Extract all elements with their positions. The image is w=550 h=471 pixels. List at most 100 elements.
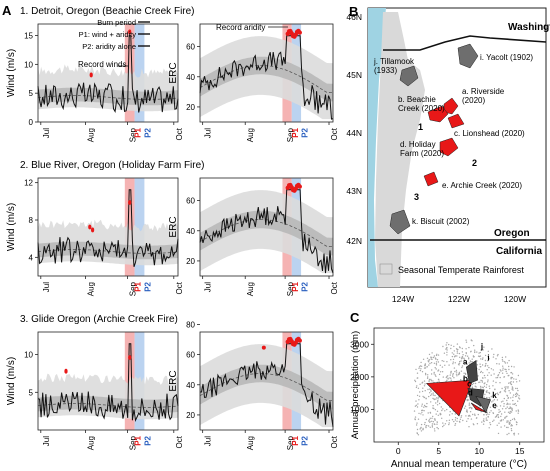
climate-point [458, 371, 461, 374]
climate-point [424, 367, 427, 369]
climate-point [435, 413, 437, 415]
climate-point [487, 379, 489, 381]
climate-point [495, 377, 497, 379]
climate-point [486, 374, 489, 376]
climate-point [427, 388, 429, 391]
state-washington: Washington [508, 22, 550, 33]
climate-point [474, 413, 476, 415]
climate-point [434, 423, 436, 426]
climate-point [506, 403, 508, 406]
archie-fire [423, 171, 439, 187]
climate-point [497, 375, 499, 377]
wind-axis-label: Wind (m/s) [6, 357, 17, 405]
climate-point [489, 387, 491, 390]
row-title: 2. Blue River, Oregon (Holiday Farm Fire… [20, 160, 205, 171]
climate-point [494, 388, 496, 390]
climate-point [501, 359, 504, 361]
climate-point [466, 411, 468, 413]
month-label: Aug [87, 436, 96, 450]
climate-point [479, 385, 482, 388]
y-tick-label: 0 [29, 118, 34, 127]
climate-point [499, 410, 501, 413]
climate-point [472, 413, 474, 416]
climate-point [492, 412, 494, 414]
climate-point [431, 393, 433, 395]
climate-point [475, 386, 477, 388]
climate-point [421, 390, 424, 393]
climate-point [462, 360, 465, 362]
climate-point [430, 362, 433, 364]
climate-point [514, 393, 517, 396]
climate-point [426, 402, 428, 405]
climate-point [443, 352, 446, 354]
climate-point [485, 386, 487, 388]
climate-point [441, 371, 444, 373]
climate-point [446, 379, 448, 381]
climate-point [420, 365, 423, 367]
climate-point [510, 411, 513, 413]
climate-point [458, 362, 461, 364]
climate-point [454, 423, 457, 425]
climate-point [503, 403, 505, 405]
climate-point [503, 390, 506, 392]
climate-point [517, 400, 519, 402]
wind-series-line [37, 189, 179, 267]
climate-point [430, 378, 432, 381]
y-tick-label: 40 [186, 227, 195, 236]
climate-point [476, 364, 479, 366]
climate-point [450, 371, 452, 373]
climate-point [437, 369, 440, 371]
climate-point [465, 415, 467, 417]
climate-point [506, 406, 508, 408]
climate-point [474, 414, 476, 417]
climate-point [484, 377, 486, 379]
climate-point [503, 397, 505, 400]
climate-point [492, 420, 494, 423]
climate-point [506, 372, 508, 375]
p2-label: P2 [300, 435, 309, 445]
climate-point [430, 356, 432, 358]
climate-point [437, 354, 440, 356]
climate-point [433, 407, 435, 410]
climate-point [448, 423, 450, 426]
climate-point [510, 381, 512, 383]
climate-point [423, 410, 425, 412]
climate-point [449, 411, 451, 413]
climate-point [446, 354, 448, 356]
climate-point [491, 401, 493, 403]
climate-point [468, 404, 471, 406]
month-label: Sep [129, 281, 138, 296]
climate-point [458, 352, 461, 355]
climate-point [414, 405, 417, 407]
x-tick-label: 5 [436, 446, 441, 456]
climate-point [492, 405, 494, 407]
climate-point [459, 360, 461, 363]
climate-point [438, 380, 440, 382]
climate-point [499, 376, 501, 379]
climate-point [418, 366, 421, 368]
climate-point [471, 387, 474, 389]
climate-point [488, 427, 490, 429]
climate-point [430, 401, 432, 403]
climate-point [516, 395, 518, 397]
climate-point [462, 419, 464, 422]
climate-point [515, 387, 517, 390]
month-label: Oct [175, 127, 184, 140]
climate-point [468, 402, 471, 404]
climate-point [426, 424, 428, 427]
climate-point [492, 391, 494, 393]
climate-point [503, 376, 506, 378]
climate-point [501, 372, 504, 374]
climate-point [499, 369, 501, 371]
month-label: Jul [204, 282, 213, 292]
climate-point [433, 362, 436, 364]
climate-point [454, 424, 456, 426]
climate-point [487, 355, 489, 358]
climate-point [499, 420, 502, 422]
climate-point [511, 373, 514, 375]
p2-band [134, 24, 145, 122]
climate-point [452, 358, 455, 361]
climate-point [459, 418, 462, 420]
panel-label-c: C [350, 310, 360, 325]
